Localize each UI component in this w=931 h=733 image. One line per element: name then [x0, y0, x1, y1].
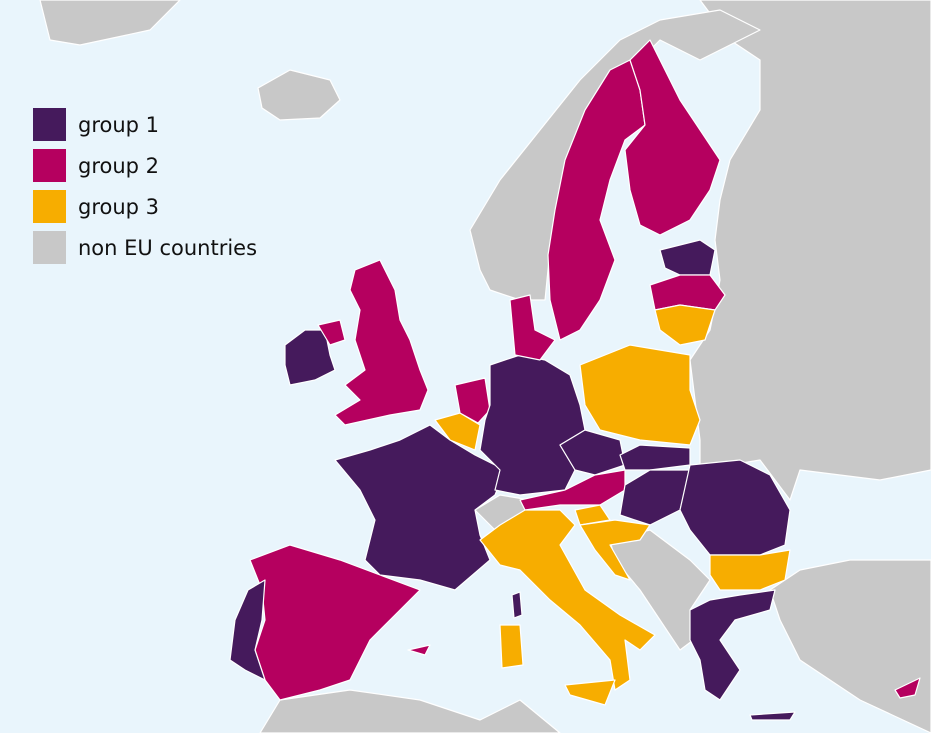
corsica: [511, 591, 523, 619]
northern-ireland: [317, 319, 346, 346]
north-africa: [259, 689, 561, 733]
sicily: [564, 679, 616, 706]
croatia: [579, 519, 651, 581]
countries: [39, 0, 931, 733]
legend-swatch: [33, 149, 66, 182]
france: [334, 424, 506, 591]
legend-label: group 3: [78, 195, 159, 219]
sardinia: [499, 624, 524, 669]
poland: [579, 344, 701, 446]
ireland: [284, 329, 336, 386]
norway: [469, 9, 761, 301]
iceland: [257, 69, 341, 121]
slovenia: [574, 504, 611, 526]
legend-swatch: [33, 231, 66, 264]
legend-swatch: [33, 108, 66, 141]
estonia: [659, 239, 716, 276]
bulgaria: [709, 549, 791, 591]
denmark: [509, 294, 556, 361]
sweden: [547, 59, 646, 341]
turkey: [769, 559, 931, 733]
eastern-europe: [689, 0, 931, 501]
hungary: [619, 469, 691, 526]
legend: group 1 group 2 group 3 non EU countries: [33, 108, 257, 264]
slovakia: [619, 444, 691, 471]
cyprus: [894, 677, 921, 699]
greece: [689, 589, 776, 701]
lithuania: [654, 304, 716, 346]
italy: [479, 509, 656, 691]
portugal: [229, 579, 266, 681]
united-kingdom: [334, 259, 429, 426]
crete: [749, 711, 796, 721]
greenland: [39, 0, 181, 46]
legend-label: non EU countries: [78, 236, 257, 260]
balearic-islands: [407, 644, 431, 656]
netherlands: [454, 377, 491, 424]
finland: [624, 39, 721, 236]
spain: [249, 544, 421, 701]
romania: [679, 459, 791, 556]
legend-swatch: [33, 190, 66, 223]
belgium: [434, 412, 481, 451]
germany: [479, 354, 586, 496]
legend-label: group 2: [78, 154, 159, 178]
legend-label: group 1: [78, 113, 159, 137]
latvia: [649, 274, 726, 311]
